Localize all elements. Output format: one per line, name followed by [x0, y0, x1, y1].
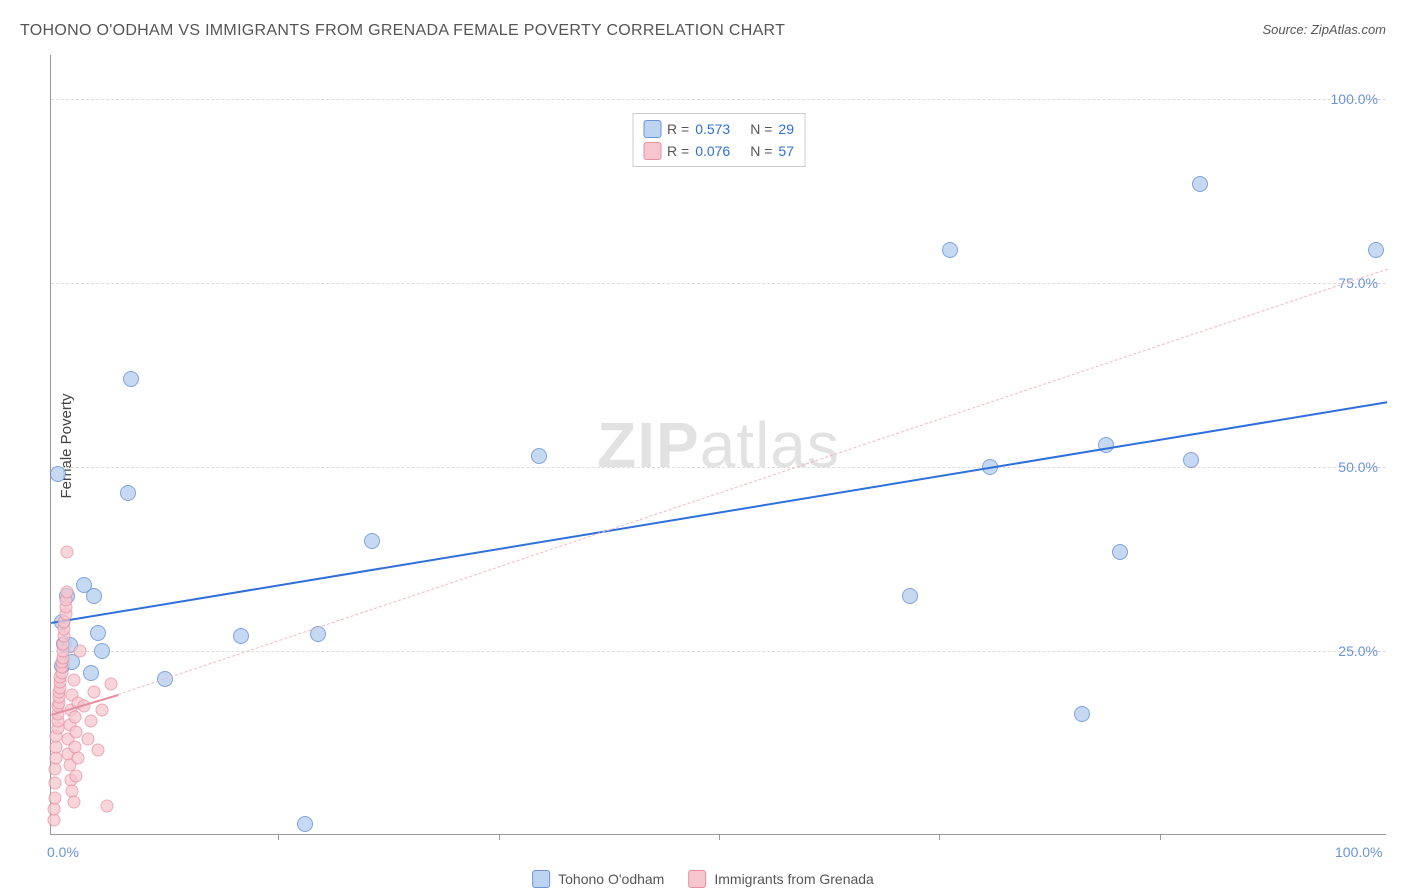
x-tick-mark: [1160, 834, 1161, 840]
data-point: [67, 795, 80, 808]
watermark: ZIPatlas: [597, 408, 840, 482]
data-point: [83, 665, 99, 681]
data-point: [74, 645, 87, 658]
legend-label: Tohono O'odham: [558, 871, 664, 887]
legend-n-value: 57: [778, 143, 794, 159]
data-point: [91, 744, 104, 757]
data-point: [902, 588, 918, 604]
data-point: [67, 674, 80, 687]
data-point: [1112, 544, 1128, 560]
y-tick-label: 100.0%: [1331, 91, 1378, 107]
data-point: [1098, 437, 1114, 453]
data-point: [86, 588, 102, 604]
data-point: [90, 625, 106, 641]
x-tick-mark: [278, 834, 279, 840]
legend-row: R = 0.076 N = 57: [643, 140, 794, 162]
data-point: [105, 678, 118, 691]
legend-swatch: [643, 120, 661, 138]
legend-swatch: [643, 142, 661, 160]
data-point: [1192, 176, 1208, 192]
gridline: [51, 283, 1386, 284]
data-point: [120, 485, 136, 501]
chart-title: TOHONO O'ODHAM VS IMMIGRANTS FROM GRENAD…: [20, 22, 785, 40]
legend-r-label: R =: [667, 143, 689, 159]
y-tick-label: 25.0%: [1338, 643, 1378, 659]
data-point: [61, 586, 74, 599]
data-point: [70, 725, 83, 738]
data-point: [50, 466, 66, 482]
plot-area: ZIPatlas R = 0.573N = 29R = 0.076N = 57 …: [50, 55, 1386, 835]
y-tick-label: 50.0%: [1338, 459, 1378, 475]
legend-item: Tohono O'odham: [532, 870, 664, 888]
data-point: [531, 448, 547, 464]
x-tick-mark: [719, 834, 720, 840]
legend-n-label: N =: [750, 143, 772, 159]
x-tick-mark: [939, 834, 940, 840]
legend-r-label: R =: [667, 121, 689, 137]
legend-r-value: 0.573: [695, 121, 730, 137]
x-tick-label: 100.0%: [1335, 844, 1382, 860]
data-point: [94, 643, 110, 659]
legend-row: R = 0.573 N = 29: [643, 118, 794, 140]
data-point: [61, 545, 74, 558]
series-legend: Tohono O'odham Immigrants from Grenada: [532, 870, 874, 888]
x-tick-mark: [499, 834, 500, 840]
trend-line: [118, 268, 1388, 694]
data-point: [69, 711, 82, 724]
data-point: [123, 371, 139, 387]
legend-label: Immigrants from Grenada: [714, 871, 874, 887]
data-point: [85, 714, 98, 727]
data-point: [233, 628, 249, 644]
gridline: [51, 467, 1386, 468]
legend-item: Immigrants from Grenada: [688, 870, 874, 888]
legend-n-value: 29: [778, 121, 794, 137]
gridline: [51, 651, 1386, 652]
data-point: [70, 770, 83, 783]
trend-line: [51, 401, 1387, 624]
data-point: [942, 242, 958, 258]
data-point: [364, 533, 380, 549]
data-point: [82, 733, 95, 746]
gridline: [51, 99, 1386, 100]
legend-swatch: [688, 870, 706, 888]
data-point: [87, 685, 100, 698]
data-point: [1074, 706, 1090, 722]
x-tick-label: 0.0%: [47, 844, 79, 860]
data-point: [49, 777, 62, 790]
data-point: [1368, 242, 1384, 258]
data-point: [297, 816, 313, 832]
data-point: [71, 751, 84, 764]
source-attribution: Source: ZipAtlas.com: [1262, 22, 1386, 37]
data-point: [1183, 452, 1199, 468]
data-point: [49, 792, 62, 805]
correlation-legend: R = 0.573 N = 29 R = 0.076 N = 57: [632, 113, 805, 167]
legend-swatch: [532, 870, 550, 888]
data-point: [95, 703, 108, 716]
legend-n-label: N =: [750, 121, 772, 137]
legend-r-value: 0.076: [695, 143, 730, 159]
data-point: [101, 799, 114, 812]
